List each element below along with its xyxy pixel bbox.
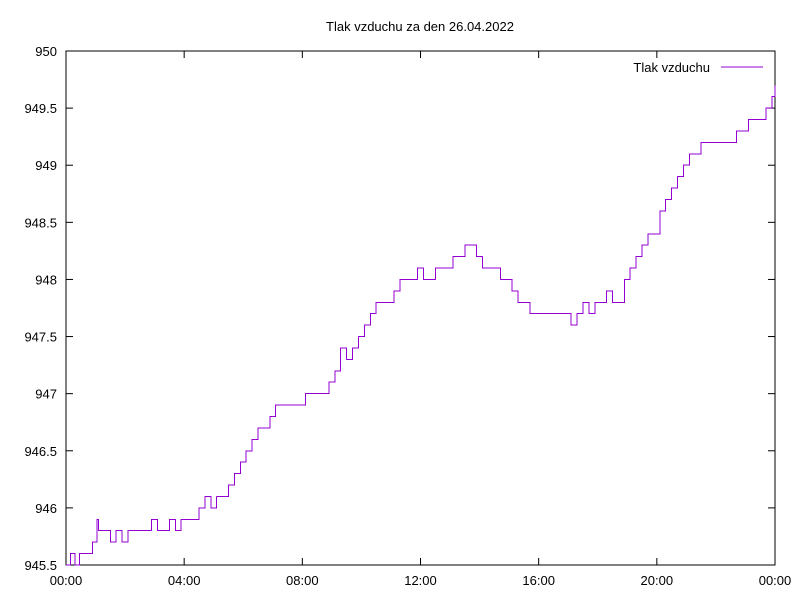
x-axis-tick-labels: 00:00 04:00 08:00 12:00 16:00 20:00 00:00 <box>50 573 792 588</box>
chart-title: Tlak vzduchu za den 26.04.2022 <box>326 19 514 34</box>
legend-label: Tlak vzduchu <box>633 60 710 75</box>
y-tick-label: 949.5 <box>24 101 57 116</box>
y-tick-label: 946.5 <box>24 444 57 459</box>
plot-frame <box>65 50 776 566</box>
legend: Tlak vzduchu <box>633 60 763 75</box>
y-axis-tick-labels: 945.5 946 946.5 947 947.5 948 948.5 949 949.5 950 <box>24 44 57 573</box>
x-tick-label: 16:00 <box>522 573 555 588</box>
x-tick-label: 12:00 <box>404 573 437 588</box>
x-tick-label: 04:00 <box>168 573 201 588</box>
y-tick-label: 946 <box>35 501 57 516</box>
y-tick-label: 947.5 <box>24 330 57 345</box>
x-tick-label: 00:00 <box>50 573 83 588</box>
y-tick-label: 945.5 <box>24 558 57 573</box>
y-tick-label: 948.5 <box>24 215 57 230</box>
y-tick-label: 950 <box>35 44 57 59</box>
x-tick-label: 00:00 <box>759 573 792 588</box>
y-tick-label: 949 <box>35 158 57 173</box>
x-tick-label: 20:00 <box>641 573 674 588</box>
x-tick-label: 08:00 <box>286 573 319 588</box>
y-tick-label: 947 <box>35 387 57 402</box>
y-tick-label: 948 <box>35 272 57 287</box>
series-line-tlak-vzduchu <box>66 85 776 566</box>
axis-ticks <box>65 50 776 566</box>
